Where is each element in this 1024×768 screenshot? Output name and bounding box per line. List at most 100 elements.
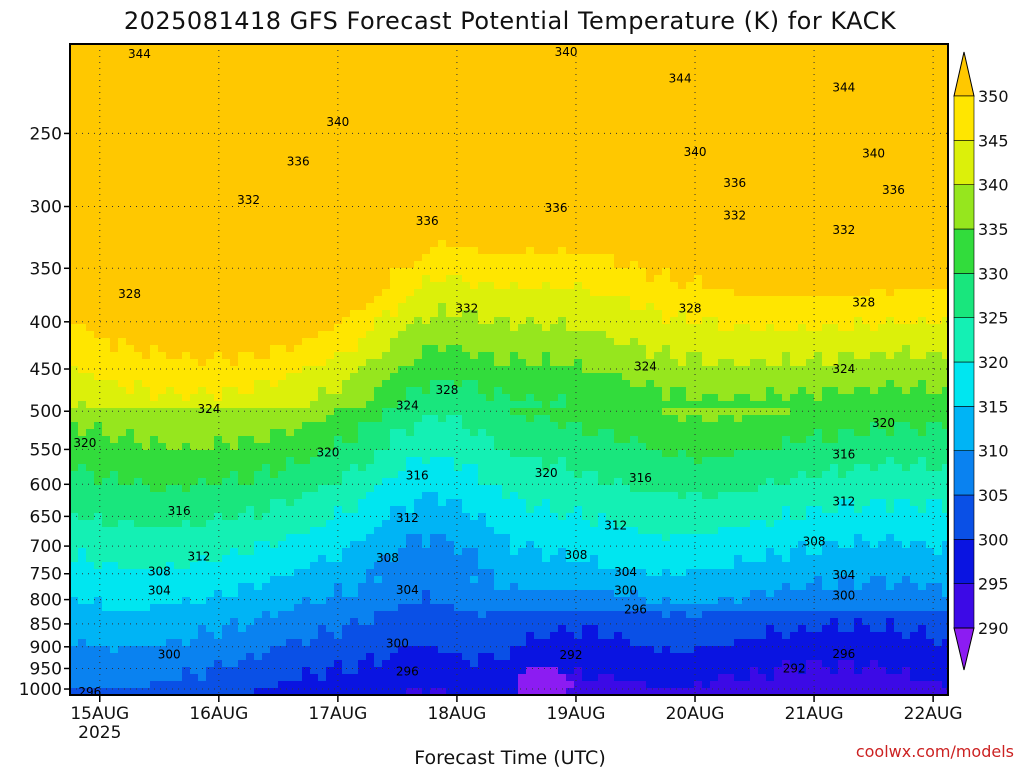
heatmap-cell — [494, 226, 503, 234]
heatmap-cell — [374, 142, 383, 150]
heatmap-cell — [438, 128, 447, 136]
heatmap-cell — [878, 303, 887, 311]
heatmap-cell — [606, 338, 615, 346]
heatmap-cell — [822, 149, 831, 157]
heatmap-cell — [726, 149, 735, 157]
heatmap-cell — [942, 275, 949, 283]
heatmap-cell — [190, 345, 199, 353]
heatmap-cell — [78, 289, 87, 297]
heatmap-cell — [726, 163, 735, 171]
heatmap-cell — [638, 191, 647, 199]
heatmap-cell — [782, 296, 791, 304]
heatmap-cell — [894, 275, 903, 283]
heatmap-cell — [566, 44, 575, 52]
heatmap-cell — [806, 261, 815, 269]
heatmap-cell — [494, 205, 503, 213]
heatmap-cell — [470, 296, 479, 304]
heatmap-cell — [222, 205, 231, 213]
heatmap-cell — [894, 345, 903, 353]
heatmap-cell — [126, 128, 135, 136]
heatmap-cell — [566, 233, 575, 241]
heatmap-cell — [902, 135, 911, 143]
heatmap-cell — [630, 51, 639, 59]
heatmap-cell — [566, 177, 575, 185]
heatmap-cell — [486, 331, 495, 339]
heatmap-cell — [566, 191, 575, 199]
heatmap-cell — [454, 51, 463, 59]
heatmap-cell — [718, 310, 727, 318]
heatmap-cell — [502, 163, 511, 171]
heatmap-cell — [590, 128, 599, 136]
heatmap-cell — [670, 254, 679, 262]
heatmap-cell — [302, 177, 311, 185]
heatmap-cell — [222, 72, 231, 80]
heatmap-cell — [158, 149, 167, 157]
heatmap-cell — [430, 93, 439, 101]
heatmap-cell — [238, 289, 247, 297]
heatmap-cell — [502, 135, 511, 143]
heatmap-cell — [526, 331, 535, 339]
heatmap-cell — [318, 65, 327, 73]
heatmap-cell — [438, 226, 447, 234]
heatmap-cell — [494, 219, 503, 227]
heatmap-cell — [598, 44, 607, 52]
heatmap-cell — [806, 51, 815, 59]
heatmap-cell — [558, 135, 567, 143]
heatmap-cell — [806, 331, 815, 339]
heatmap-cell — [790, 72, 799, 80]
heatmap-cell — [206, 247, 215, 255]
heatmap-cell — [158, 163, 167, 171]
heatmap-cell — [558, 198, 567, 206]
heatmap-cell — [710, 156, 719, 164]
heatmap-cell — [174, 100, 183, 108]
heatmap-cell — [574, 310, 583, 318]
heatmap-cell — [926, 86, 935, 94]
heatmap-cell — [558, 121, 567, 129]
heatmap-cell — [846, 58, 855, 66]
heatmap-cell — [318, 170, 327, 178]
heatmap-cell — [94, 184, 103, 192]
heatmap-cell — [742, 247, 751, 255]
heatmap-cell — [758, 163, 767, 171]
heatmap-cell — [286, 86, 295, 94]
heatmap-cell — [390, 79, 399, 87]
heatmap-cell — [678, 324, 687, 332]
heatmap-cell — [382, 226, 391, 234]
heatmap-cell — [334, 128, 343, 136]
heatmap-cell — [838, 44, 847, 52]
heatmap-cell — [822, 135, 831, 143]
heatmap-cell — [518, 219, 527, 227]
heatmap-cell — [422, 149, 431, 157]
heatmap-cell — [814, 303, 823, 311]
heatmap-cell — [502, 338, 511, 346]
heatmap-cell — [702, 44, 711, 52]
heatmap-cell — [742, 135, 751, 143]
heatmap-cell — [166, 114, 175, 122]
heatmap-cell — [142, 65, 151, 73]
heatmap-cell — [710, 233, 719, 241]
heatmap-cell — [582, 282, 591, 290]
heatmap-cell — [806, 296, 815, 304]
heatmap-cell — [406, 93, 415, 101]
heatmap-cell — [342, 352, 351, 360]
heatmap-cell — [462, 86, 471, 94]
heatmap-cell — [86, 338, 95, 346]
heatmap-cell — [638, 184, 647, 192]
heatmap-cell — [910, 282, 919, 290]
heatmap-cell — [830, 121, 839, 129]
heatmap-cell — [870, 170, 879, 178]
heatmap-cell — [590, 331, 599, 339]
heatmap-cell — [110, 282, 119, 290]
heatmap-cell — [878, 296, 887, 304]
heatmap-cell — [110, 93, 119, 101]
heatmap-cell — [254, 44, 263, 52]
heatmap-cell — [526, 240, 535, 248]
heatmap-cell — [870, 198, 879, 206]
heatmap-cell — [790, 177, 799, 185]
heatmap-cell — [438, 58, 447, 66]
heatmap-cell — [118, 72, 127, 80]
heatmap-cell — [542, 345, 551, 353]
heatmap-cell — [526, 149, 535, 157]
heatmap-cell — [494, 170, 503, 178]
heatmap-cell — [510, 198, 519, 206]
